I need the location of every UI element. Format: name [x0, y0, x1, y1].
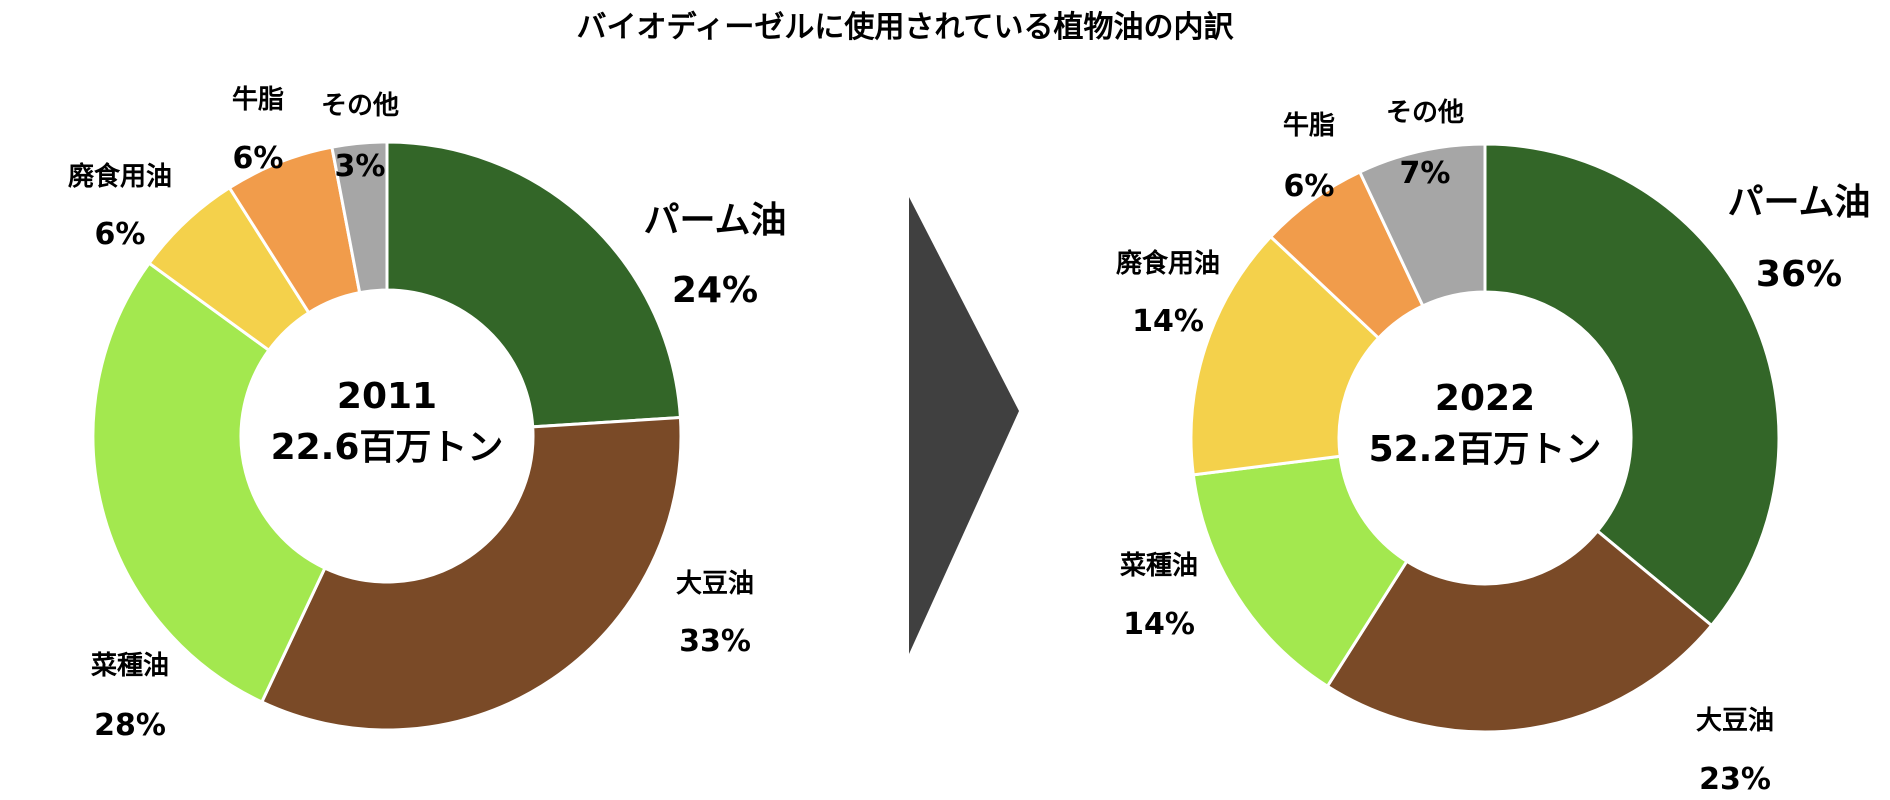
- transition-arrow: [909, 197, 1019, 654]
- label-pct-waste-oil-2011: 6%: [95, 217, 146, 252]
- slice-soy-2011: [259, 415, 683, 732]
- center-volume-2011: 22.6百万トン: [271, 427, 504, 468]
- slice-other-2022: [1357, 142, 1487, 308]
- label-name-tallow-2011: 牛脂: [232, 85, 284, 115]
- center-year-2011: 2011: [337, 376, 437, 417]
- label-pct-tallow-2011: 6%: [233, 141, 284, 176]
- label-pct-palm-2022: 36%: [1756, 254, 1842, 295]
- label-pct-tallow-2022: 6%: [1284, 169, 1335, 204]
- label-pct-other-2011: 3%: [335, 149, 386, 184]
- label-pct-soy-2022: 23%: [1699, 762, 1771, 797]
- slice-rapeseed-2011: [91, 261, 327, 705]
- slice-rapeseed-2022: [1191, 454, 1409, 689]
- label-name-rapeseed-2011: 菜種油: [90, 651, 169, 681]
- donut-chart-2011: [91, 140, 683, 732]
- slice-waste-oil-2022: [1189, 234, 1381, 477]
- label-name-soy-2022: 大豆油: [1696, 706, 1774, 736]
- label-pct-soy-2011: 33%: [679, 624, 751, 659]
- label-name-soy-2011: 大豆油: [676, 569, 754, 599]
- slice-palm-2011: [385, 140, 683, 429]
- slice-other-2011: [330, 140, 389, 295]
- label-name-palm-2022: パーム油: [1728, 182, 1871, 223]
- center-year-2022: 2022: [1435, 378, 1535, 419]
- label-name-rapeseed-2022: 菜種油: [1119, 551, 1198, 581]
- label-pct-other-2022: 7%: [1400, 156, 1451, 191]
- label-name-palm-2011: パーム油: [644, 200, 787, 241]
- label-name-tallow-2022: 牛脂: [1283, 111, 1335, 141]
- label-pct-waste-oil-2022: 14%: [1132, 304, 1204, 339]
- center-volume-2022: 52.2百万トン: [1369, 429, 1602, 470]
- label-pct-palm-2011: 24%: [672, 270, 758, 311]
- label-pct-rapeseed-2022: 14%: [1123, 607, 1195, 642]
- slice-soy-2022: [1325, 528, 1714, 734]
- slice-palm-2022: [1483, 142, 1781, 628]
- label-name-other-2022: その他: [1386, 98, 1464, 128]
- label-name-other-2011: その他: [321, 91, 399, 121]
- label-name-waste-oil-2011: 廃食用油: [68, 161, 172, 192]
- donut-chart-2022: [1189, 142, 1781, 734]
- label-name-waste-oil-2022: 廃食用油: [1116, 248, 1220, 279]
- chart-title: バイオディーゼルに使用されている植物油の内訳: [577, 10, 1235, 45]
- label-pct-rapeseed-2011: 28%: [94, 708, 166, 743]
